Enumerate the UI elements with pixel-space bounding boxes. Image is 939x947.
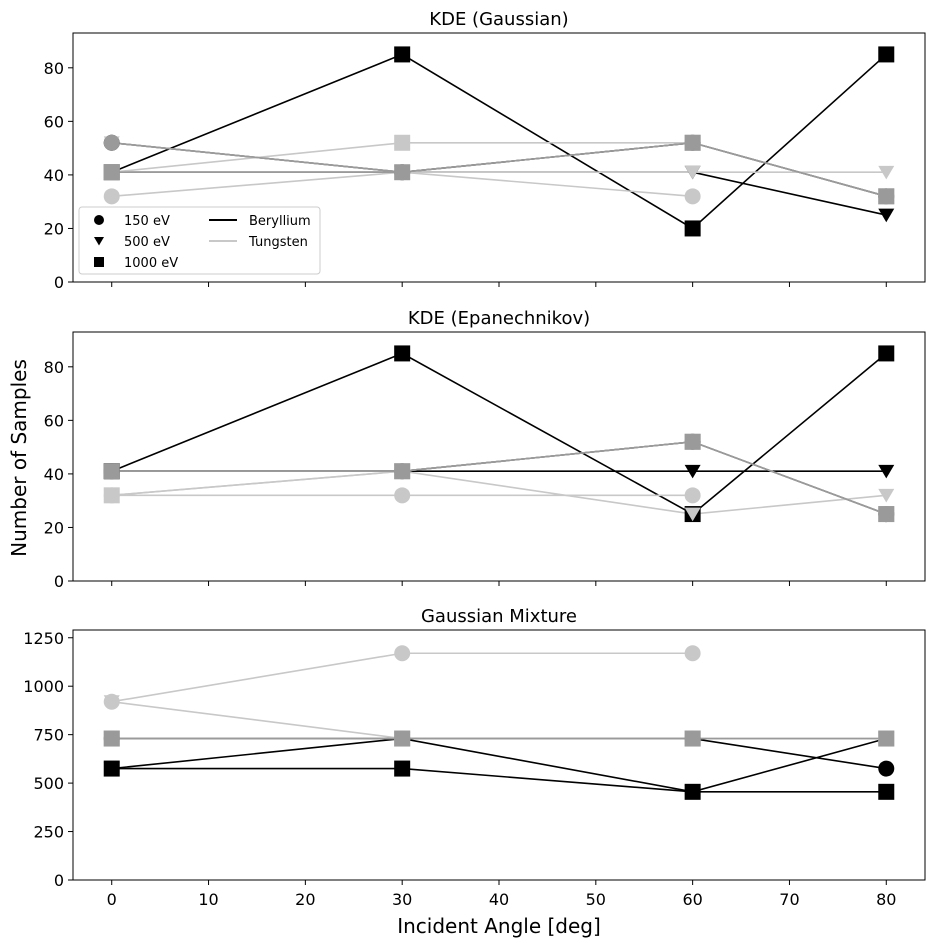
y-tick-label: 60 <box>44 411 64 430</box>
x-tick-label: 60 <box>682 890 702 909</box>
legend-label: 1000 eV <box>124 256 178 271</box>
series-line <box>111 737 887 793</box>
plot-area <box>103 345 895 523</box>
data-point <box>103 463 120 480</box>
data-point <box>878 165 895 180</box>
data-point <box>878 730 895 747</box>
chart-panel-2: KDE (Epanechnikov) 0 20 40 60 80 <box>44 308 926 591</box>
y-tick-label: 0 <box>54 572 64 591</box>
y-tick-label: 750 <box>33 726 64 745</box>
data-point <box>878 464 895 479</box>
y-tick-label: 1250 <box>23 629 64 648</box>
chart-title: KDE (Gaussian) <box>429 9 568 30</box>
data-point <box>684 487 701 504</box>
x-tick-label: 30 <box>392 890 412 909</box>
chart-title: Gaussian Mixture <box>421 606 577 627</box>
data-point <box>878 345 895 362</box>
axes-frame <box>72 32 926 283</box>
data-point <box>394 345 411 362</box>
y-tick-label: 80 <box>44 358 64 377</box>
legend-label: Beryllium <box>249 214 311 229</box>
legend-label: Tungsten <box>248 235 308 250</box>
chart-title: KDE (Epanechnikov) <box>408 308 590 329</box>
x-tick-label: 0 <box>107 890 117 909</box>
data-point <box>394 164 411 181</box>
data-point <box>878 46 895 63</box>
data-point <box>103 730 120 747</box>
x-tick-label: 20 <box>295 890 315 909</box>
data-point <box>684 433 701 450</box>
data-point <box>394 463 411 480</box>
y-tick-label: 0 <box>54 871 64 890</box>
data-point <box>394 46 411 63</box>
chart-panel-3: Gaussian Mixture 0 10 20 30 40 50 60 70 80 0 250 500… <box>23 606 926 909</box>
legend-marker <box>94 215 104 225</box>
legend-label: 150 eV <box>124 214 170 229</box>
data-point <box>394 487 411 504</box>
data-point <box>394 645 411 662</box>
data-point <box>103 134 120 151</box>
legend-box <box>78 206 321 275</box>
data-point <box>103 164 120 181</box>
x-axis-label: Incident Angle [deg] <box>397 914 601 938</box>
data-point <box>684 645 701 662</box>
axes-frame <box>72 331 926 582</box>
data-point <box>878 488 895 503</box>
data-point <box>684 730 701 747</box>
legend-label: 500 eV <box>124 235 170 250</box>
legend-marker <box>94 257 104 267</box>
series-line <box>111 440 887 515</box>
data-point <box>684 464 701 479</box>
y-tick-label: 40 <box>44 465 64 484</box>
y-tick-label: 500 <box>33 774 64 793</box>
axes-frame <box>72 629 926 881</box>
data-point <box>394 134 411 151</box>
data-point <box>103 695 120 709</box>
data-point <box>878 783 895 800</box>
series-line <box>111 53 887 230</box>
plot-area <box>103 645 895 800</box>
data-point <box>684 783 701 800</box>
data-point <box>878 208 895 223</box>
data-point <box>103 188 120 205</box>
legend: 150 eV 500 eV 1000 eV Beryllium Tungsten <box>78 206 321 275</box>
data-point <box>394 730 411 747</box>
x-tick-label: 70 <box>779 890 799 909</box>
series-line <box>111 352 887 516</box>
data-point <box>878 506 895 523</box>
legend-marker <box>94 237 104 246</box>
data-point <box>878 188 895 205</box>
y-axis-label: Number of Samples <box>7 359 31 557</box>
series-line <box>111 141 887 198</box>
data-point <box>103 760 120 777</box>
x-tick-label: 80 <box>876 890 896 909</box>
y-tick-label: 60 <box>44 112 64 131</box>
y-tick-label: 40 <box>44 166 64 185</box>
data-point <box>684 507 701 522</box>
x-tick-label: 50 <box>586 890 606 909</box>
data-point <box>103 487 120 504</box>
y-tick-label: 1000 <box>23 677 64 696</box>
x-tick-label: 40 <box>489 890 509 909</box>
y-tick-label: 80 <box>44 59 64 78</box>
data-point <box>394 760 411 777</box>
y-tick-label: 20 <box>44 219 64 238</box>
plot-area <box>103 46 895 237</box>
y-tick-label: 250 <box>33 823 64 842</box>
series-line <box>111 767 887 793</box>
data-point <box>684 188 701 205</box>
data-point <box>878 760 895 777</box>
data-point <box>684 134 701 151</box>
y-tick-label: 20 <box>44 518 64 537</box>
chart-panel-1: KDE (Gaussian) 0 20 40 60 80 150 eV 500 eV 1000 … <box>44 9 926 292</box>
y-tick-label: 0 <box>54 273 64 292</box>
data-point <box>684 220 701 237</box>
data-point <box>684 165 701 180</box>
x-tick-label: 10 <box>198 890 218 909</box>
